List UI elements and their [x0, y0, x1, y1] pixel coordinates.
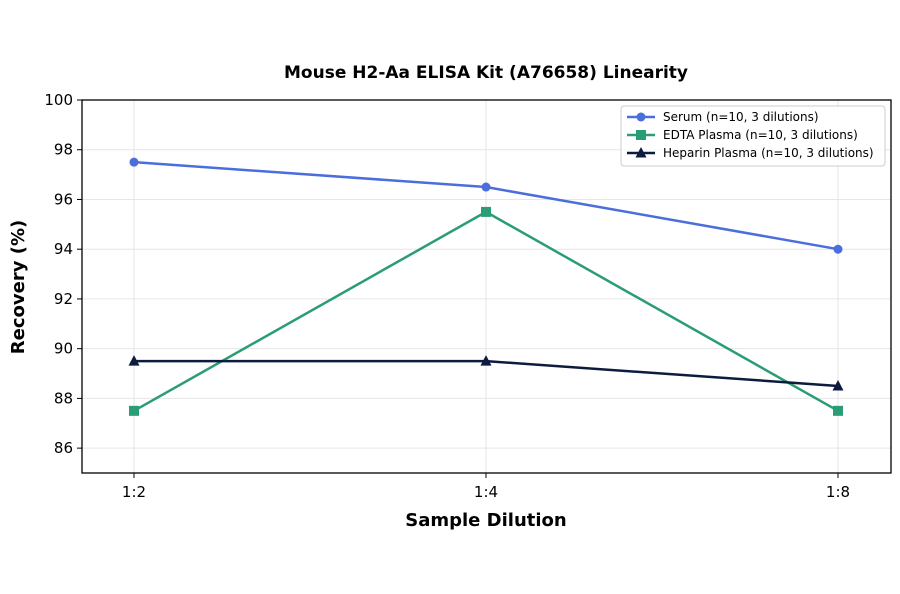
- series-3: [128, 355, 844, 391]
- series-2: [129, 206, 843, 416]
- legend-box: [620, 105, 886, 167]
- legend-marker: [636, 112, 646, 122]
- y-tick-label: 86: [54, 439, 73, 457]
- x-axis-label: Sample Dilution: [405, 510, 566, 531]
- y-tick-label: 90: [54, 340, 73, 358]
- y-tick-label: 96: [54, 190, 73, 208]
- data-point: [480, 355, 492, 366]
- legend-item: EDTA Plasma (n=10, 3 dilutions): [627, 128, 858, 142]
- legend: Serum (n=10, 3 dilutions) EDTA Plasma (n=…: [620, 105, 886, 167]
- data-point: [833, 405, 843, 416]
- data-point: [833, 244, 843, 254]
- series-1: [129, 157, 843, 254]
- x-tick-label: 1:8: [826, 483, 850, 501]
- legend-marker: [635, 147, 647, 158]
- legend-marker: [636, 130, 646, 140]
- legend-item: Heparin Plasma (n=10, 3 dilutions): [627, 146, 874, 160]
- x-tick-label: 1:4: [474, 483, 498, 501]
- y-tick-label: 88: [54, 389, 73, 407]
- data-point: [129, 157, 139, 167]
- legend-item: Serum (n=10, 3 dilutions): [627, 110, 819, 124]
- data-point: [481, 182, 491, 192]
- data-point: [481, 206, 491, 217]
- data-point: [129, 405, 139, 416]
- chart-title: Mouse H2-Aa ELISA Kit (A76658) Linearity: [284, 63, 688, 83]
- y-axis-label: Recovery (%): [8, 220, 29, 354]
- y-tick-label: 94: [54, 240, 73, 258]
- y-tick-label: 98: [54, 141, 73, 159]
- legend-label: Heparin Plasma (n=10, 3 dilutions): [663, 146, 874, 160]
- legend-label: EDTA Plasma (n=10, 3 dilutions): [663, 128, 858, 142]
- axis-ticks: 86 88 90 92 94 96 98 100 1:2 1:4 1:8: [44, 91, 850, 501]
- data-point: [832, 379, 844, 391]
- data-point: [128, 355, 140, 366]
- y-tick-label: 100: [44, 91, 73, 109]
- series-layer: [128, 157, 844, 416]
- y-tick-label: 92: [54, 290, 73, 308]
- x-tick-label: 1:2: [122, 483, 146, 501]
- legend-label: Serum (n=10, 3 dilutions): [663, 110, 819, 124]
